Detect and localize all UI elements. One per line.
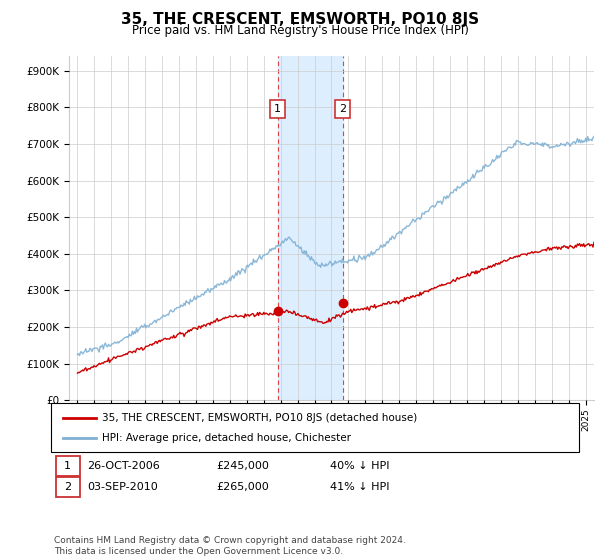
Text: 26-OCT-2006: 26-OCT-2006: [87, 461, 160, 471]
Text: 41% ↓ HPI: 41% ↓ HPI: [330, 482, 389, 492]
Text: Price paid vs. HM Land Registry's House Price Index (HPI): Price paid vs. HM Land Registry's House …: [131, 24, 469, 37]
Text: £245,000: £245,000: [216, 461, 269, 471]
Bar: [278, 56, 343, 400]
Text: Contains HM Land Registry data © Crown copyright and database right 2024.
This d: Contains HM Land Registry data © Crown c…: [54, 536, 406, 556]
Text: 2: 2: [64, 482, 71, 492]
Text: 03-SEP-2010: 03-SEP-2010: [87, 482, 158, 492]
Text: 1: 1: [274, 104, 281, 114]
Text: 2: 2: [339, 104, 346, 114]
Text: £265,000: £265,000: [216, 482, 269, 492]
Text: 1: 1: [64, 461, 71, 471]
Text: 35, THE CRESCENT, EMSWORTH, PO10 8JS (detached house): 35, THE CRESCENT, EMSWORTH, PO10 8JS (de…: [102, 413, 417, 423]
Text: 35, THE CRESCENT, EMSWORTH, PO10 8JS: 35, THE CRESCENT, EMSWORTH, PO10 8JS: [121, 12, 479, 27]
Text: 40% ↓ HPI: 40% ↓ HPI: [330, 461, 389, 471]
Text: HPI: Average price, detached house, Chichester: HPI: Average price, detached house, Chic…: [102, 433, 351, 443]
